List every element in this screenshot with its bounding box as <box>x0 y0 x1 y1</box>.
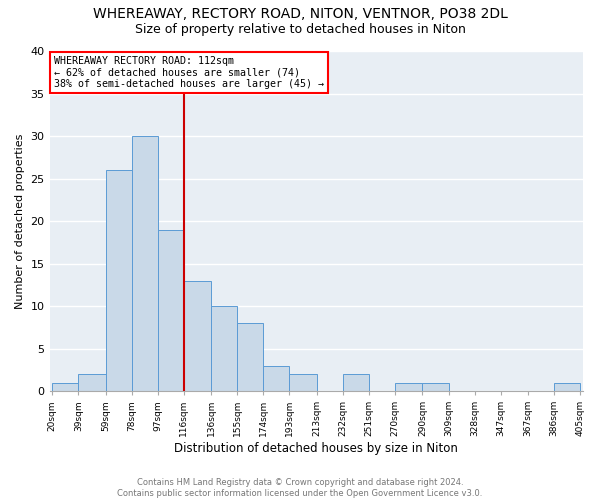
Bar <box>289 374 317 391</box>
Y-axis label: Number of detached properties: Number of detached properties <box>15 134 25 309</box>
Bar <box>106 170 132 391</box>
Bar <box>132 136 158 391</box>
Text: WHEREAWAY RECTORY ROAD: 112sqm
← 62% of detached houses are smaller (74)
38% of : WHEREAWAY RECTORY ROAD: 112sqm ← 62% of … <box>53 56 323 89</box>
Bar <box>343 374 369 391</box>
Text: WHEREAWAY, RECTORY ROAD, NITON, VENTNOR, PO38 2DL: WHEREAWAY, RECTORY ROAD, NITON, VENTNOR,… <box>92 8 508 22</box>
Text: Contains HM Land Registry data © Crown copyright and database right 2024.
Contai: Contains HM Land Registry data © Crown c… <box>118 478 482 498</box>
X-axis label: Distribution of detached houses by size in Niton: Distribution of detached houses by size … <box>174 442 458 455</box>
Bar <box>158 230 184 391</box>
Bar <box>422 382 449 391</box>
Bar <box>263 366 289 391</box>
Bar <box>238 323 263 391</box>
Bar <box>184 280 211 391</box>
Bar <box>554 382 580 391</box>
Text: Size of property relative to detached houses in Niton: Size of property relative to detached ho… <box>134 22 466 36</box>
Bar <box>52 382 79 391</box>
Bar <box>211 306 238 391</box>
Bar <box>79 374 106 391</box>
Bar <box>395 382 422 391</box>
